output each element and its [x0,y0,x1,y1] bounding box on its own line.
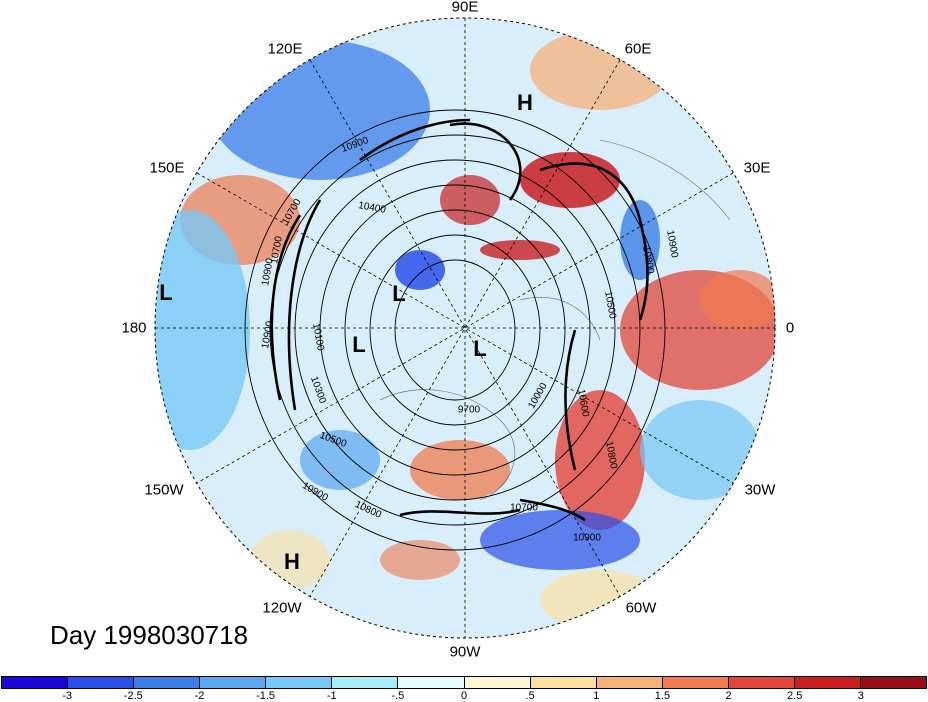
colorbar [1,676,927,689]
high-pressure-center: H [517,90,533,115]
colorbar-tick-label: -2 [194,690,205,702]
colorbar-tick-label: -3 [62,690,73,702]
anomaly-field [155,18,775,638]
colorbar-cell [2,677,69,688]
colorbar-cell [530,677,597,688]
colorbar-cell [134,677,201,688]
colorbar-tick-label: -1.5 [256,690,276,702]
colorbar-cell [332,677,399,688]
graticule [155,18,775,638]
colorbar-tick-label: -.5 [391,690,405,702]
contour-label: 10700 [510,502,538,514]
lon-label-150e: 150E [149,159,185,177]
lon-label-90w: 90W [449,643,481,661]
lon-label-30e: 30E [743,159,771,177]
map-boundary [154,17,776,639]
lon-label-30w: 30W [744,481,776,499]
lon-label-120w: 120W [262,599,302,617]
low-pressure-center: L [392,281,406,306]
contour-label: 9700 [457,404,481,416]
colorbar-cell [266,677,333,688]
colorbar-cell [596,677,663,688]
colorbar-tick-label: 2.5 [787,690,803,702]
timestamp-label: Day 1998030718 [50,620,249,650]
height-contours [244,109,666,551]
colorbar-tick-label: -1 [326,690,337,702]
colorbar-cell [662,677,729,688]
colorbar-cell [728,677,795,688]
colorbar-tick-label: 2 [725,690,732,702]
colorbar-tick-label: 0 [460,690,468,702]
colorbar-cell [398,677,465,688]
lon-label-60w: 60W [625,599,657,617]
colorbar-tick-label: 1 [593,690,600,702]
colorbar-tick-label: 1.5 [654,690,671,702]
colorbar-cell [794,677,862,688]
low-pressure-center: L [352,332,366,357]
low-pressure-center: L [473,336,487,361]
lon-label-120e: 120E [267,40,303,58]
colorbar-tick-label: .5 [525,690,535,702]
contour-label: 10900 [573,532,601,544]
lon-label-180: 180 [121,319,147,337]
colorbar-cell [861,677,927,688]
colorbar-cell [68,677,135,688]
colorbar-cell [464,677,531,688]
lon-label-90e: 90E [451,0,479,16]
high-pressure-center: H [284,549,300,574]
coastlines [379,139,731,501]
colorbar-tick-label: -2.5 [123,690,143,702]
lon-label-0: 0 [785,319,795,337]
lon-label-60e: 60E [624,40,652,58]
colorbar-tick-label: 3 [857,690,864,702]
lon-label-150w: 150W [144,481,184,499]
low-pressure-center: L [159,280,173,305]
colorbar-cell [200,677,267,688]
